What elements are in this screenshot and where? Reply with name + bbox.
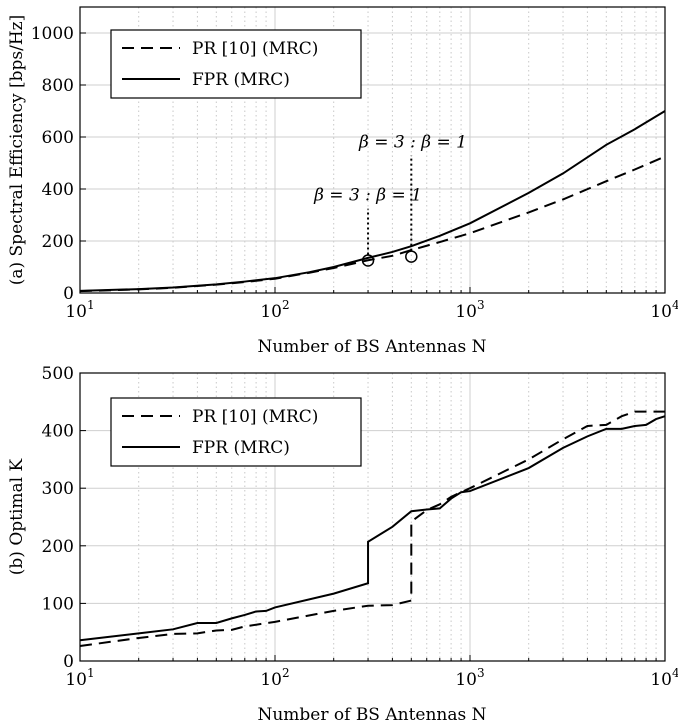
panel-a-series-line-fpr [79,110,666,292]
panel-b-series [79,410,666,648]
panel-a-x-tick-label: 102 [260,298,289,322]
panel-a-annotation-label: β = 3 : β = 1 [358,132,467,152]
panel-a-y-tick-label: 400 [42,180,74,200]
panel-a-y-tick-label: 600 [42,128,74,148]
panel-a-legend-box [110,29,362,99]
panel-b-series-line-fpr [79,415,666,642]
panel-a: 101 102 103 104 0 200 400 600 800 1000 β = 3 : β … [7,6,678,357]
panel-a-series-line-pr [79,155,666,293]
panel-a-x-tick-label: 103 [455,298,484,322]
panel-b-y-tick-label: 0 [63,652,74,672]
panel-a-marker-circle [405,250,418,263]
panel-b-y-tick-label: 300 [42,479,74,499]
panel-a-marker-circle [361,254,375,267]
panel-b-plot-frame [79,372,666,662]
panel-a-y-tick-label: 800 [42,76,74,96]
panel-a-xlabel: Number of BS Antennas N [257,337,486,357]
panel-a-y-tick-label: 1000 [31,24,74,44]
panel-a-x-tick-label: 101 [65,298,94,322]
panel-b-legend-label-pr: PR [10] (MRC) [192,407,318,427]
panel-b-legend-label-fpr: FPR (MRC) [192,438,290,458]
panel-a-ylabel: (a) Spectral Efficiency [bps/Hz] [7,15,27,286]
panel-b-x-tick-label: 101 [65,666,94,690]
panel-b-x-tick-label: 102 [260,666,289,690]
panel-a-y-tick-label: 0 [63,284,74,304]
panel-b-ticks: 101 102 103 104 0 100 200 300 400 500 [42,364,678,690]
panel-b-y-tick-label: 500 [42,364,74,384]
panel-b-legend-box [110,397,362,467]
panel-b-series-line-pr [79,410,665,648]
panel-b-y-tick-label: 100 [42,594,74,614]
panel-a-legend-label-fpr: FPR (MRC) [192,70,290,90]
panel-a-legend-label-pr: PR [10] (MRC) [192,39,318,59]
panel-b: 101 102 103 104 0 100 200 300 400 500 PR [10] (MR… [7,364,678,725]
panel-a-series [79,110,666,293]
panel-b-y-tick-label: 400 [42,422,74,442]
panel-a-x-tick-label: 104 [650,298,678,322]
panel-a-ticks: 101 102 103 104 0 200 400 600 800 1000 [31,24,678,322]
panel-b-x-tick-label: 103 [455,666,484,690]
panel-b-y-tick-label: 200 [42,537,74,557]
panel-b-xlabel: Number of BS Antennas N [257,705,486,725]
panel-b-ylabel: (b) Optimal K [7,458,27,575]
panel-a-y-tick-label: 200 [42,232,74,252]
panel-a-legend: PR [10] (MRC) FPR (MRC) [110,29,362,99]
panel-a-plot-frame [79,6,666,294]
panel-a-annotations: β = 3 : β = 1 β = 3 : β = 1 [313,132,467,267]
panel-b-x-tick-label: 104 [650,666,678,690]
panel-a-annotation-label: β = 3 : β = 1 [313,186,422,206]
panel-b-legend: PR [10] (MRC) FPR (MRC) [110,397,362,467]
